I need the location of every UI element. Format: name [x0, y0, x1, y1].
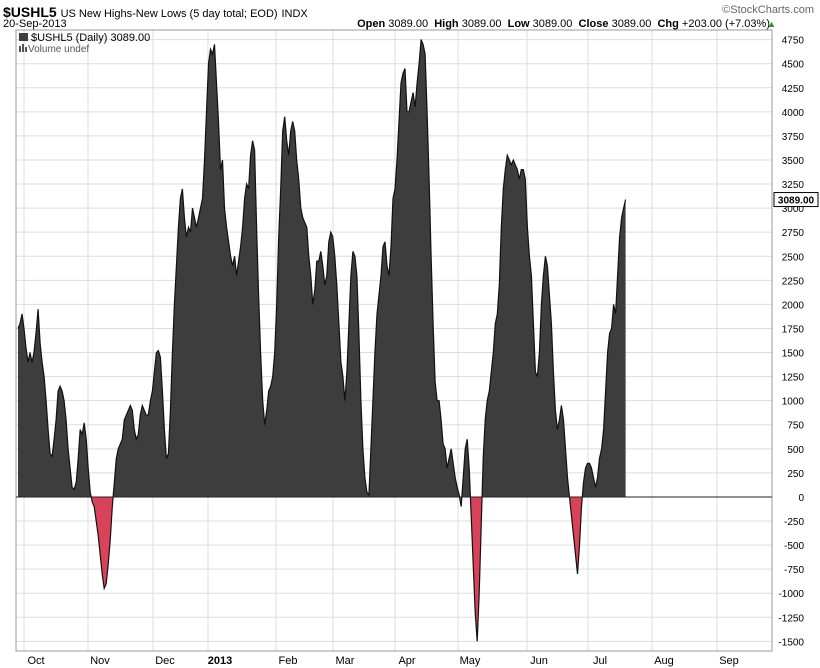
legend-volume-label: Volume undef	[28, 44, 89, 55]
legend: $USHL5 (Daily) 3089.00 Volume undef	[19, 32, 150, 55]
last-value-marker: 3089.00	[773, 192, 819, 208]
y-tick-label: 2250	[782, 276, 805, 287]
symbol-text: $USHL5	[3, 4, 57, 20]
y-tick-label: 1500	[782, 349, 805, 360]
y-tick-label: 0	[798, 493, 804, 504]
y-tick-label: 2500	[782, 252, 805, 263]
high-label: High	[434, 18, 459, 30]
up-arrow-icon: ▲	[767, 19, 776, 29]
x-tick-label: Feb	[279, 655, 298, 667]
positive-area-segment	[582, 199, 626, 497]
y-tick-label: -750	[784, 565, 804, 576]
y-tick-label: -1250	[778, 613, 804, 624]
x-tick-label: Jun	[530, 655, 548, 667]
y-tick-label: 4750	[782, 36, 805, 47]
open-label: Open	[357, 18, 386, 30]
y-tick-label: 3500	[782, 156, 805, 167]
y-tick-label: 4500	[782, 60, 805, 71]
x-tick-label: Dec	[155, 655, 175, 667]
positive-area-segment	[113, 39, 460, 497]
positive-area-segment	[482, 155, 570, 497]
legend-swatch	[19, 33, 28, 41]
y-tick-label: 4000	[782, 108, 805, 119]
brand-text: ©StockCharts.com	[722, 4, 814, 16]
y-tick-label: 1750	[782, 324, 805, 335]
x-axis: Oct Nov Dec 2013 Feb Mar Apr May Jun Jul Aug Sep	[27, 655, 738, 667]
y-tick-label: 1000	[782, 397, 805, 408]
y-tick-label: 3750	[782, 132, 805, 143]
y-tick-label: 3000	[782, 204, 805, 215]
exchange-label: INDX	[281, 8, 308, 20]
area-series	[16, 39, 772, 642]
y-tick-label: -1500	[778, 637, 804, 648]
last-value-box	[773, 192, 819, 208]
y-tick-label: 2000	[782, 300, 805, 311]
x-tick-label: Sep	[719, 655, 739, 667]
last-value-label: 3089.00	[778, 196, 815, 207]
y-tick-label: 3250	[782, 180, 805, 191]
volume-bars-icon	[19, 44, 27, 52]
series-description: US New Highs-New Lows (5 day total; EOD)	[60, 8, 278, 20]
y-tick-label: -250	[784, 517, 804, 528]
x-tick-label: Apr	[398, 655, 415, 667]
close-label: Close	[578, 18, 609, 30]
y-tick-label: 4250	[782, 84, 805, 95]
up-arrow-glyph: ▲	[767, 19, 776, 29]
negative-area-segment	[569, 497, 583, 574]
y-axis: -1500 -1250 -1000 -750 -500 -250 0 250 500 750 100…	[778, 36, 804, 649]
y-tick-label: -1000	[778, 589, 804, 600]
x-tick-label: Aug	[654, 655, 674, 667]
chart-date: 20-Sep-2013	[3, 18, 820, 30]
positive-area-segment	[461, 439, 471, 497]
close-value: 3089.00	[611, 18, 652, 30]
y-tick-label: 1250	[782, 373, 805, 384]
x-tick-label: Oct	[27, 655, 44, 667]
x-tick-label: May	[460, 655, 481, 667]
y-tick-label: 2750	[782, 228, 805, 239]
chg-label: Chg	[657, 18, 679, 30]
series-line	[17, 39, 627, 642]
high-value: 3089.00	[461, 18, 502, 30]
y-tick-label: -500	[784, 541, 804, 552]
x-tick-label: 2013	[208, 655, 232, 667]
y-tick-label: 250	[787, 469, 804, 480]
x-tick-label: Mar	[336, 655, 355, 667]
x-tick-label: Jul	[593, 655, 607, 667]
y-tick-label: 750	[787, 421, 804, 432]
y-tick-label: 500	[787, 445, 804, 456]
chart-title-symbol: $USHL5 US New Highs-New Lows (5 day tota…	[3, 4, 820, 20]
positive-area-segment	[18, 309, 92, 497]
date-text: 20-Sep-2013	[3, 18, 67, 30]
legend-series-label: $USHL5 (Daily) 3089.00	[31, 32, 150, 44]
low-label: Low	[507, 18, 530, 30]
ohlc-summary: Open 3089.00 High 3089.00 Low 3089.00 Cl…	[357, 18, 770, 30]
low-value: 3089.00	[532, 18, 573, 30]
negative-area-segment	[470, 497, 483, 642]
x-tick-label: Nov	[90, 655, 110, 667]
plot-frame	[15, 29, 773, 652]
chg-value: +203.00 (+7.03%)	[681, 18, 770, 30]
brand-label: ©StockCharts.com	[722, 4, 814, 16]
open-value: 3089.00	[388, 18, 429, 30]
